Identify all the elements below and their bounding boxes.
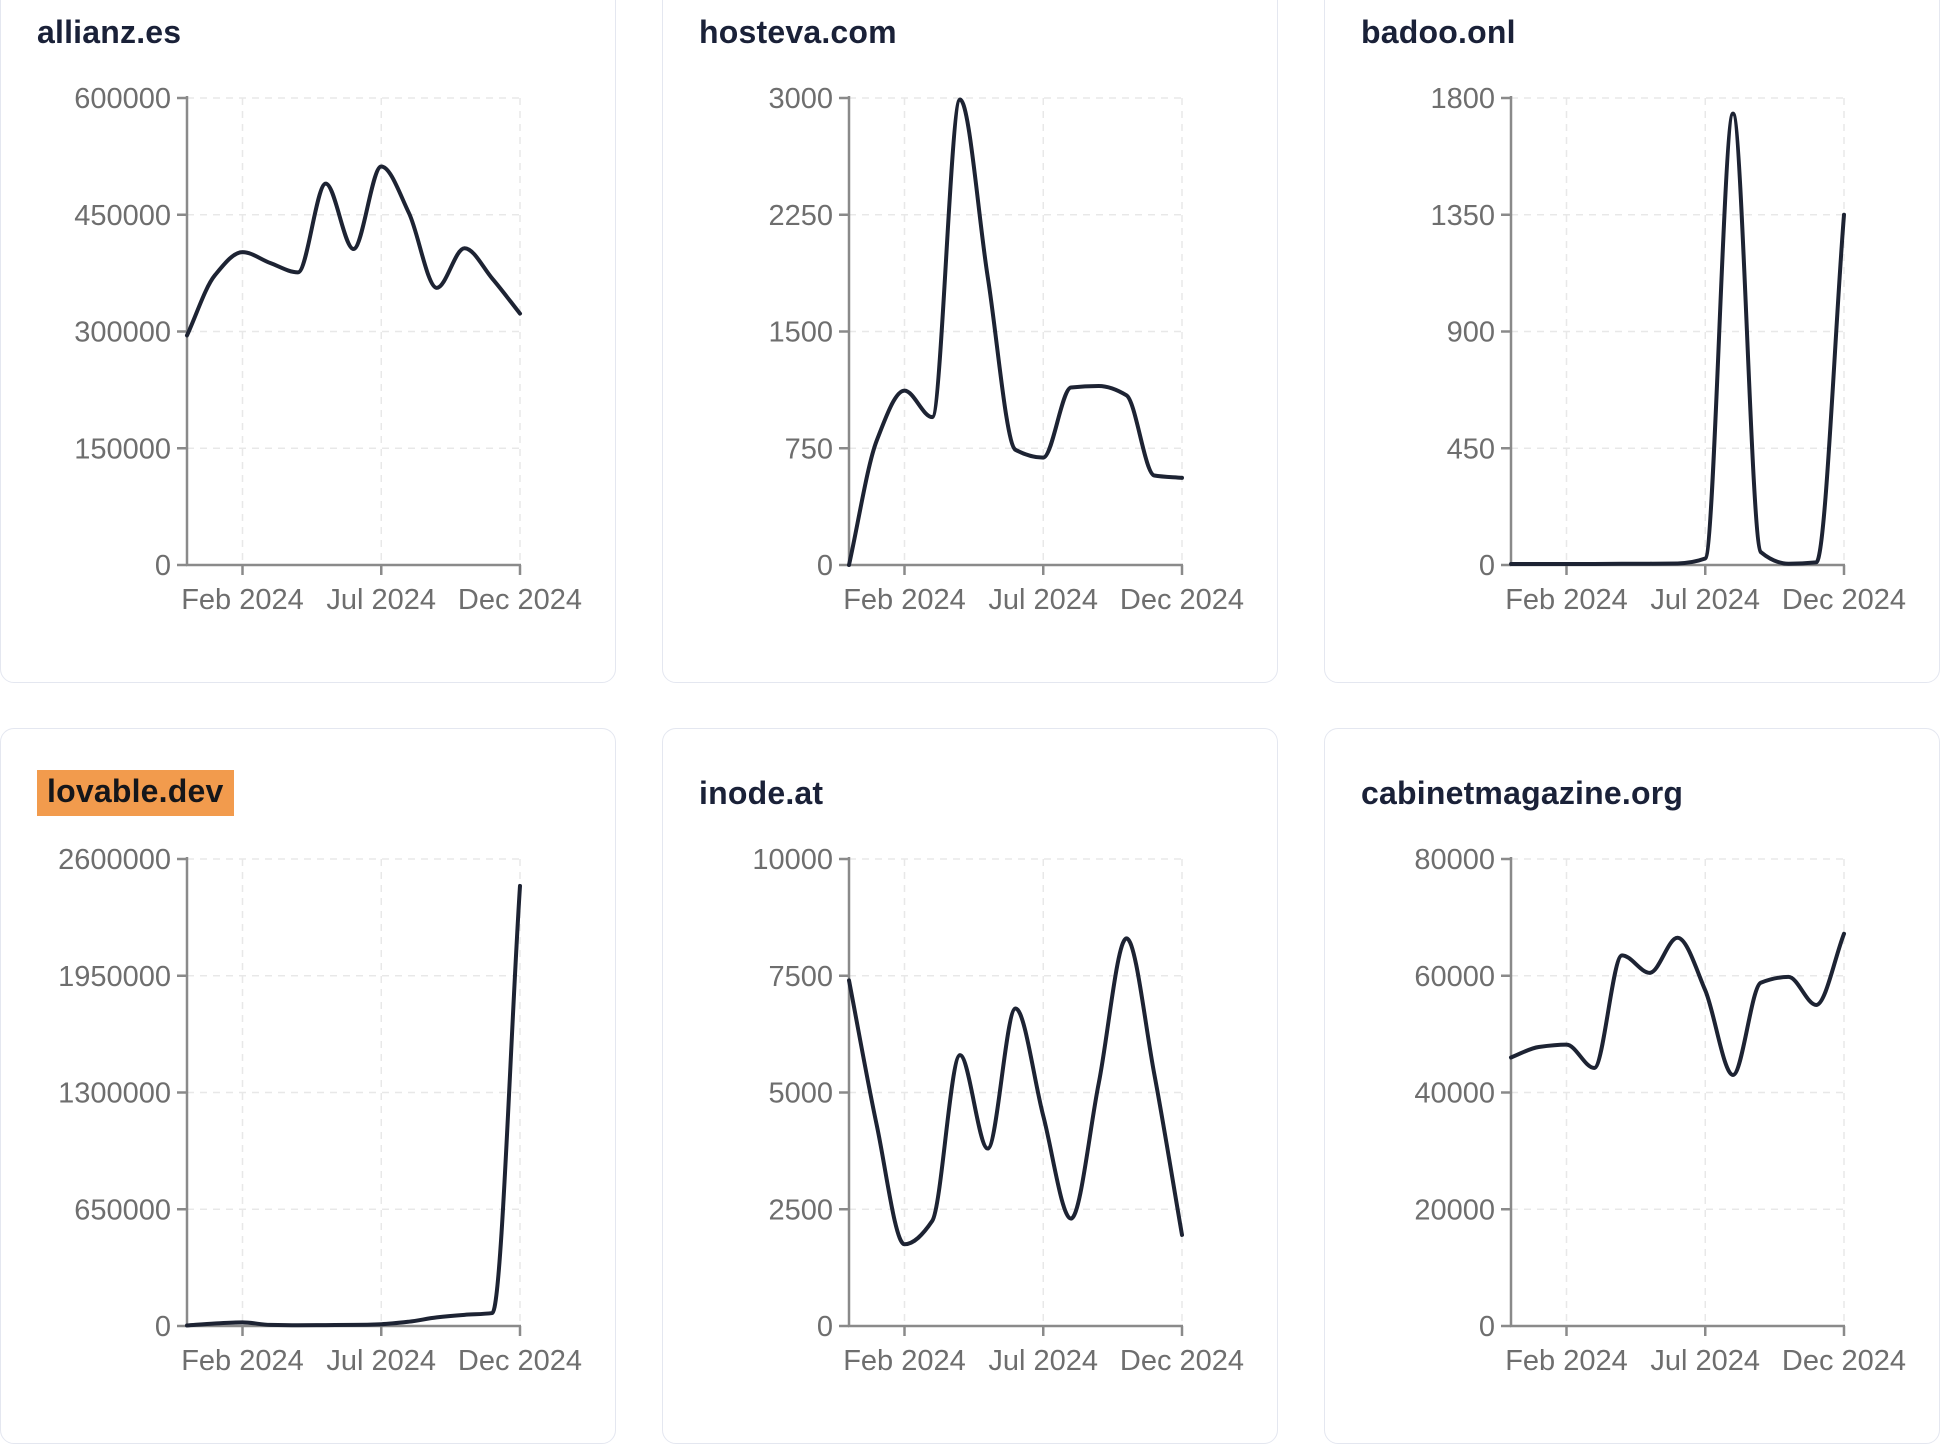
trend-line bbox=[1509, 111, 1846, 566]
gridlines bbox=[187, 97, 521, 565]
line-chart: 0 450 900 1350 1800 Feb 2024 Jul 2024 Dec 2024 bbox=[1430, 83, 1906, 616]
y-axis bbox=[177, 96, 189, 567]
y-tick-label: 3000 bbox=[768, 83, 833, 115]
x-tick-label: Jul 2024 bbox=[326, 1345, 436, 1377]
y-tick-label: 0 bbox=[817, 1311, 833, 1343]
x-tick-label: Jul 2024 bbox=[326, 584, 436, 616]
y-tick-label: 2250 bbox=[768, 200, 833, 232]
chart-card-header: hosteva.com bbox=[699, 10, 897, 54]
y-tick-label: 650000 bbox=[74, 1194, 171, 1226]
chart-card[interactable]: lovable.dev 0 650000 1300000 1950000 2600000 F… bbox=[0, 728, 616, 1444]
x-tick-label: Feb 2024 bbox=[1505, 584, 1628, 616]
x-axis bbox=[186, 563, 522, 575]
y-axis bbox=[839, 96, 851, 567]
y-tick-label: 450000 bbox=[74, 200, 171, 232]
y-tick-label: 10000 bbox=[752, 844, 833, 876]
x-tick-label: Dec 2024 bbox=[458, 1345, 582, 1377]
trend-line bbox=[847, 97, 1184, 567]
y-tick-label: 60000 bbox=[1414, 961, 1495, 993]
x-axis bbox=[848, 563, 1184, 575]
line-chart: 0 750 1500 2250 3000 Feb 2024 Jul 2024 Dec 2024 bbox=[768, 83, 1244, 616]
y-tick-label: 0 bbox=[1479, 1311, 1495, 1343]
gridlines bbox=[1511, 97, 1845, 565]
line-chart: 0 650000 1300000 1950000 2600000 Feb 2024 Jul … bbox=[58, 844, 582, 1377]
line-chart: 0 2500 5000 7500 10000 Feb 2024 Jul 2024 Dec 20… bbox=[752, 844, 1244, 1377]
trend-line bbox=[185, 164, 522, 338]
chart-title: hosteva.com bbox=[699, 13, 897, 50]
x-tick-label: Feb 2024 bbox=[843, 584, 966, 616]
y-tick-label: 80000 bbox=[1414, 844, 1495, 876]
x-tick-label: Feb 2024 bbox=[181, 1345, 304, 1377]
y-tick-label: 900 bbox=[1447, 317, 1495, 349]
line-chart: 0 20000 40000 60000 80000 Feb 2024 Jul 2024 Dec… bbox=[1414, 844, 1906, 1377]
x-tick-label: Feb 2024 bbox=[1505, 1345, 1628, 1377]
x-tick-label: Jul 2024 bbox=[988, 1345, 1098, 1377]
line-chart: 0 150000 300000 450000 600000 Feb 2024 Jul 202… bbox=[74, 83, 582, 616]
x-axis bbox=[848, 1324, 1184, 1336]
chart-card-header: lovable.dev bbox=[37, 770, 234, 816]
gridlines bbox=[849, 858, 1183, 1326]
y-tick-label: 5000 bbox=[768, 1078, 833, 1110]
y-axis bbox=[177, 857, 189, 1328]
chart-card-header: allianz.es bbox=[37, 10, 181, 54]
chart-card[interactable]: badoo.onl 0 450 900 1350 1800 Feb 2024 Jul 2024… bbox=[1324, 0, 1940, 683]
chart-card-header: inode.at bbox=[699, 771, 823, 815]
x-tick-label: Dec 2024 bbox=[1120, 584, 1244, 616]
x-tick-label: Dec 2024 bbox=[1782, 1345, 1906, 1377]
y-tick-label: 40000 bbox=[1414, 1078, 1495, 1110]
x-tick-label: Feb 2024 bbox=[181, 584, 304, 616]
y-tick-label: 450 bbox=[1447, 433, 1495, 465]
y-axis bbox=[1501, 857, 1513, 1328]
y-axis bbox=[1501, 96, 1513, 567]
x-tick-label: Feb 2024 bbox=[843, 1345, 966, 1377]
y-tick-label: 150000 bbox=[74, 433, 171, 465]
x-tick-label: Dec 2024 bbox=[1782, 584, 1906, 616]
y-tick-label: 0 bbox=[817, 550, 833, 582]
gridlines bbox=[1511, 858, 1845, 1326]
y-tick-label: 1350 bbox=[1430, 200, 1495, 232]
x-tick-label: Dec 2024 bbox=[458, 584, 582, 616]
y-tick-label: 0 bbox=[155, 1311, 171, 1343]
x-tick-label: Jul 2024 bbox=[1650, 584, 1760, 616]
x-axis bbox=[1510, 1324, 1846, 1336]
y-tick-label: 2500 bbox=[768, 1194, 833, 1226]
y-tick-label: 0 bbox=[155, 550, 171, 582]
chart-card[interactable]: allianz.es 0 150000 300000 450000 600000 Feb 2… bbox=[0, 0, 616, 683]
x-tick-label: Jul 2024 bbox=[988, 584, 1098, 616]
chart-card-header: cabinetmagazine.org bbox=[1361, 771, 1683, 815]
y-tick-label: 300000 bbox=[74, 317, 171, 349]
y-tick-label: 750 bbox=[785, 433, 833, 465]
chart-title-highlighted: lovable.dev bbox=[37, 770, 234, 816]
x-axis bbox=[186, 1324, 522, 1336]
y-tick-label: 2600000 bbox=[58, 844, 171, 876]
trend-line bbox=[1509, 931, 1846, 1077]
gridlines bbox=[187, 858, 521, 1326]
y-tick-label: 1800 bbox=[1430, 83, 1495, 115]
y-tick-label: 7500 bbox=[768, 961, 833, 993]
chart-title: badoo.onl bbox=[1361, 13, 1516, 50]
chart-title: allianz.es bbox=[37, 13, 182, 50]
chart-card-header: badoo.onl bbox=[1361, 10, 1516, 54]
y-tick-label: 600000 bbox=[74, 83, 171, 115]
y-axis bbox=[839, 857, 851, 1328]
chart-title: cabinetmagazine.org bbox=[1361, 774, 1684, 811]
chart-card[interactable]: hosteva.com 0 750 1500 2250 3000 Feb 2024 Jul 2… bbox=[662, 0, 1278, 683]
trend-line bbox=[185, 883, 522, 1328]
chart-card[interactable]: cabinetmagazine.org 0 20000 40000 60000 80000… bbox=[1324, 728, 1940, 1444]
x-tick-label: Dec 2024 bbox=[1120, 1345, 1244, 1377]
y-tick-label: 1300000 bbox=[58, 1078, 171, 1110]
y-tick-label: 20000 bbox=[1414, 1194, 1495, 1226]
x-axis bbox=[1510, 563, 1846, 575]
chart-title: inode.at bbox=[699, 774, 824, 811]
y-tick-label: 0 bbox=[1479, 550, 1495, 582]
x-tick-label: Jul 2024 bbox=[1650, 1345, 1760, 1377]
y-tick-label: 1950000 bbox=[58, 961, 171, 993]
gridlines bbox=[849, 97, 1183, 565]
y-tick-label: 1500 bbox=[768, 317, 833, 349]
chart-card[interactable]: inode.at 0 2500 5000 7500 10000 Feb 2024 Jul 20… bbox=[662, 728, 1278, 1444]
trend-line bbox=[847, 936, 1184, 1247]
